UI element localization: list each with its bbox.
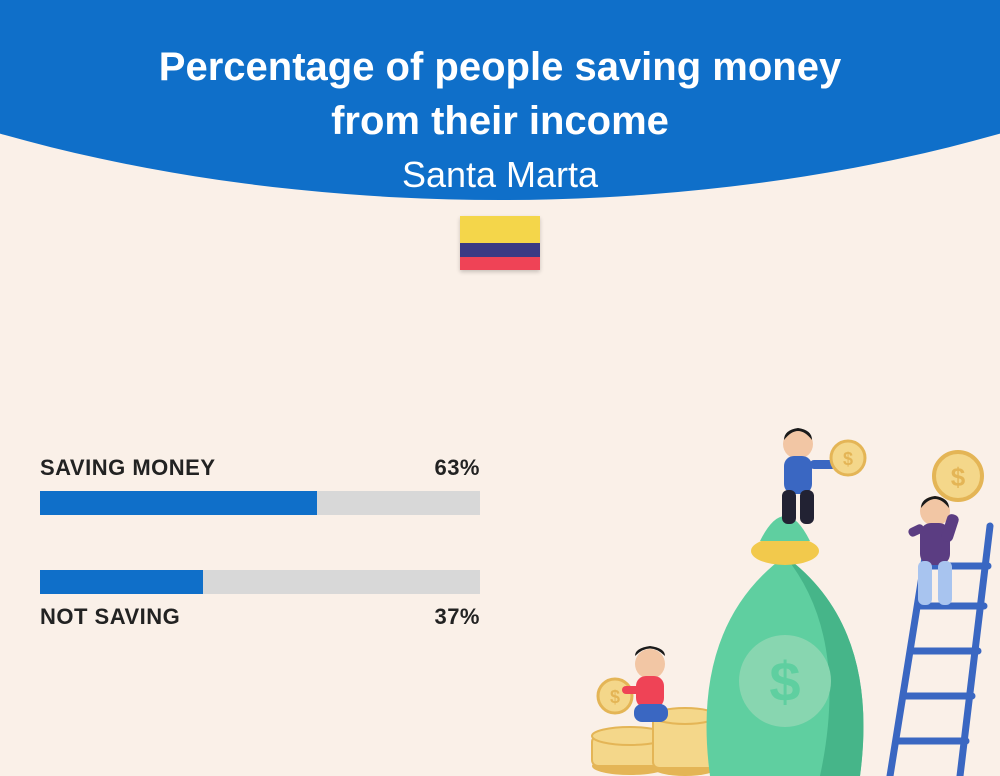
page-title: Percentage of people saving money from t… <box>0 40 1000 148</box>
svg-text:$: $ <box>610 687 620 707</box>
flag-stripe-top <box>460 216 540 243</box>
bar-saving-money: SAVING MONEY 63% <box>40 455 480 515</box>
bar-fill <box>40 491 317 515</box>
svg-text:$: $ <box>769 650 800 713</box>
bar-track <box>40 491 480 515</box>
bar-value: 63% <box>434 455 480 481</box>
bar-label-row: SAVING MONEY 63% <box>40 455 480 481</box>
savings-illustration: $ $ $ $ <box>560 396 1000 776</box>
bar-value: 37% <box>434 604 480 630</box>
flag-stripe-mid <box>460 243 540 257</box>
title-line-1: Percentage of people saving money <box>0 40 1000 94</box>
bar-track <box>40 570 480 594</box>
bar-chart: SAVING MONEY 63% NOT SAVING 37% <box>40 455 480 685</box>
title-line-2: from their income <box>0 94 1000 148</box>
bar-label: SAVING MONEY <box>40 455 216 481</box>
flag-stripe-bot <box>460 257 540 271</box>
svg-text:$: $ <box>951 462 966 492</box>
money-bag-icon: $ <box>707 516 864 776</box>
person-sitting-icon: $ <box>598 646 668 722</box>
flag-icon <box>460 216 540 270</box>
page-subtitle: Santa Marta <box>0 154 1000 196</box>
bar-not-saving: NOT SAVING 37% <box>40 570 480 630</box>
header: Percentage of people saving money from t… <box>0 0 1000 270</box>
bar-label: NOT SAVING <box>40 604 180 630</box>
person-top-icon: $ <box>782 428 865 524</box>
bar-fill <box>40 570 203 594</box>
bar-label-row: NOT SAVING 37% <box>40 604 480 630</box>
svg-text:$: $ <box>843 449 853 469</box>
person-ladder-icon: $ <box>907 452 982 605</box>
